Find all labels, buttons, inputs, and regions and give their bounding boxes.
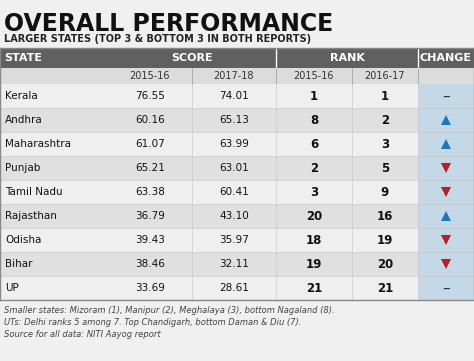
FancyBboxPatch shape — [418, 108, 474, 132]
FancyBboxPatch shape — [0, 180, 418, 204]
Text: Smaller states: Mizoram (1), Manipur (2), Meghalaya (3), bottom Nagaland (8).: Smaller states: Mizoram (1), Manipur (2)… — [4, 306, 335, 315]
FancyBboxPatch shape — [0, 68, 474, 84]
FancyBboxPatch shape — [418, 228, 474, 252]
FancyBboxPatch shape — [418, 132, 474, 156]
FancyBboxPatch shape — [418, 84, 474, 108]
Text: Kerala: Kerala — [5, 91, 38, 101]
Text: 19: 19 — [306, 257, 322, 270]
Text: 28.61: 28.61 — [219, 283, 249, 293]
Text: Odisha: Odisha — [5, 235, 41, 245]
Text: 63.99: 63.99 — [219, 139, 249, 149]
Text: 60.41: 60.41 — [219, 187, 249, 197]
Text: 2017-18: 2017-18 — [214, 71, 254, 81]
FancyBboxPatch shape — [0, 252, 418, 276]
Text: Source for all data: NITI Aayog report: Source for all data: NITI Aayog report — [4, 330, 161, 339]
Text: UTs: Delhi ranks 5 among 7. Top Chandigarh, bottom Daman & Diu (7).: UTs: Delhi ranks 5 among 7. Top Chandiga… — [4, 318, 301, 327]
Text: Andhra: Andhra — [5, 115, 43, 125]
FancyBboxPatch shape — [418, 276, 474, 300]
Text: 74.01: 74.01 — [219, 91, 249, 101]
Text: 8: 8 — [310, 113, 318, 126]
Text: 16: 16 — [377, 209, 393, 222]
Text: 5: 5 — [381, 161, 389, 174]
Text: 2: 2 — [310, 161, 318, 174]
Text: OVERALL PERFORMANCE: OVERALL PERFORMANCE — [4, 12, 333, 36]
Text: 65.13: 65.13 — [219, 115, 249, 125]
FancyBboxPatch shape — [418, 156, 474, 180]
Text: 33.69: 33.69 — [135, 283, 165, 293]
Text: 1: 1 — [381, 90, 389, 103]
Text: Bihar: Bihar — [5, 259, 33, 269]
Text: 2: 2 — [381, 113, 389, 126]
Text: 2015-16: 2015-16 — [294, 71, 334, 81]
Text: 3: 3 — [310, 186, 318, 199]
Text: 1: 1 — [310, 90, 318, 103]
Text: 38.46: 38.46 — [135, 259, 165, 269]
Text: LARGER STATES (TOP 3 & BOTTOM 3 IN BOTH REPORTS): LARGER STATES (TOP 3 & BOTTOM 3 IN BOTH … — [4, 34, 311, 44]
Text: 19: 19 — [377, 234, 393, 247]
Text: 3: 3 — [381, 138, 389, 151]
Text: 35.97: 35.97 — [219, 235, 249, 245]
Text: 21: 21 — [306, 282, 322, 295]
Text: 61.07: 61.07 — [135, 139, 165, 149]
Text: STATE: STATE — [4, 53, 42, 63]
Text: 63.38: 63.38 — [135, 187, 165, 197]
Text: 60.16: 60.16 — [135, 115, 165, 125]
Text: 20: 20 — [306, 209, 322, 222]
Text: SCORE: SCORE — [171, 53, 213, 63]
Text: 32.11: 32.11 — [219, 259, 249, 269]
FancyBboxPatch shape — [0, 108, 418, 132]
Text: 76.55: 76.55 — [135, 91, 165, 101]
Text: –: – — [442, 88, 450, 104]
Text: UP: UP — [5, 283, 19, 293]
Text: Tamil Nadu: Tamil Nadu — [5, 187, 63, 197]
Text: 2016-17: 2016-17 — [365, 71, 405, 81]
FancyBboxPatch shape — [0, 276, 418, 300]
Text: 2015-16: 2015-16 — [130, 71, 170, 81]
FancyBboxPatch shape — [0, 228, 418, 252]
FancyBboxPatch shape — [0, 48, 474, 68]
Text: 36.79: 36.79 — [135, 211, 165, 221]
FancyBboxPatch shape — [418, 180, 474, 204]
Text: 63.01: 63.01 — [219, 163, 249, 173]
Text: 65.21: 65.21 — [135, 163, 165, 173]
Text: Punjab: Punjab — [5, 163, 40, 173]
FancyBboxPatch shape — [0, 156, 418, 180]
Text: CHANGE: CHANGE — [420, 53, 472, 63]
FancyBboxPatch shape — [0, 204, 418, 228]
Text: 21: 21 — [377, 282, 393, 295]
Text: 6: 6 — [310, 138, 318, 151]
FancyBboxPatch shape — [0, 132, 418, 156]
Text: 9: 9 — [381, 186, 389, 199]
FancyBboxPatch shape — [418, 204, 474, 228]
FancyBboxPatch shape — [418, 252, 474, 276]
Text: –: – — [442, 280, 450, 296]
Text: Rajasthan: Rajasthan — [5, 211, 57, 221]
Text: 20: 20 — [377, 257, 393, 270]
Text: RANK: RANK — [329, 53, 365, 63]
Text: 18: 18 — [306, 234, 322, 247]
Text: Maharashtra: Maharashtra — [5, 139, 71, 149]
FancyBboxPatch shape — [0, 84, 418, 108]
Text: 43.10: 43.10 — [219, 211, 249, 221]
Text: 39.43: 39.43 — [135, 235, 165, 245]
